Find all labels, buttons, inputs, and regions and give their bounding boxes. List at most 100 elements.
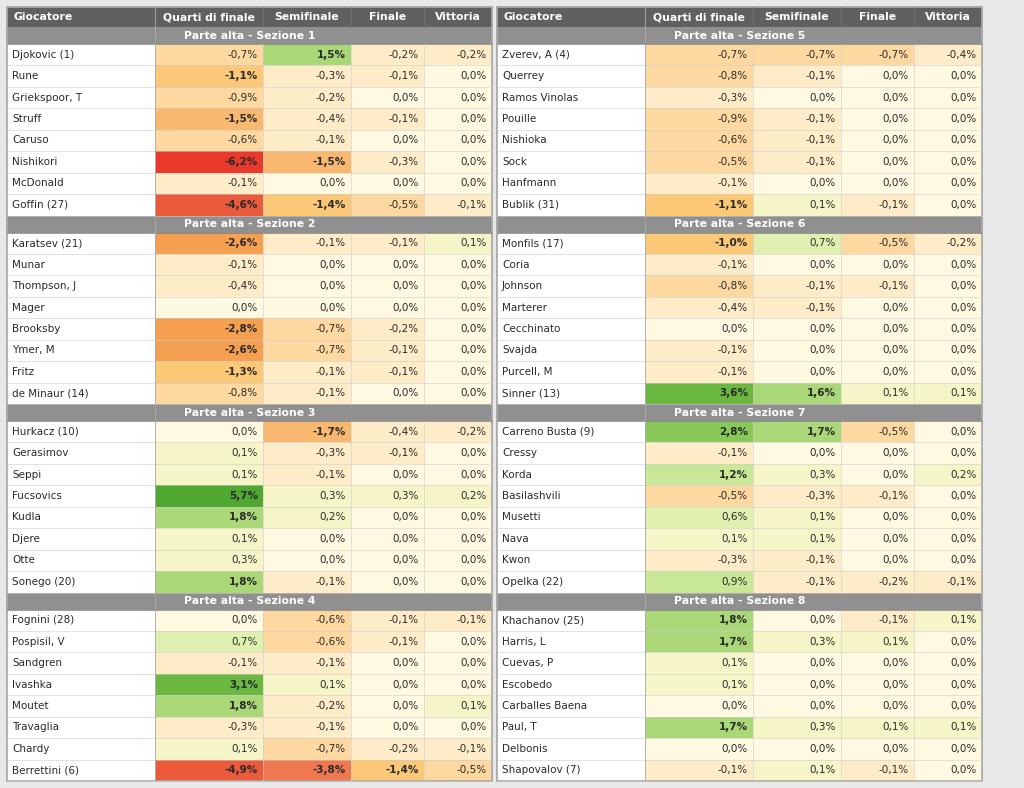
Bar <box>7 215 492 232</box>
Text: 0,1%: 0,1% <box>722 658 748 668</box>
Bar <box>497 232 645 254</box>
Text: 0,1%: 0,1% <box>810 765 836 775</box>
Bar <box>424 254 492 275</box>
Bar <box>914 361 982 382</box>
Text: -0,1%: -0,1% <box>806 577 836 587</box>
Text: 0,1%: 0,1% <box>461 238 487 248</box>
Bar <box>645 44 753 65</box>
Text: Otte: Otte <box>12 556 35 565</box>
Text: 1,8%: 1,8% <box>229 577 258 587</box>
Bar <box>497 485 645 507</box>
Text: 0,0%: 0,0% <box>950 345 977 355</box>
Text: 0,0%: 0,0% <box>883 679 909 690</box>
Text: -0,5%: -0,5% <box>389 200 419 210</box>
Text: 0,0%: 0,0% <box>319 260 346 269</box>
Bar <box>645 297 753 318</box>
Text: -0,2%: -0,2% <box>457 50 487 60</box>
Text: 0,0%: 0,0% <box>883 260 909 269</box>
Text: -0,9%: -0,9% <box>228 93 258 102</box>
Text: 0,7%: 0,7% <box>810 238 836 248</box>
Bar <box>914 87 982 108</box>
Bar <box>497 609 645 631</box>
Text: Parte alta - Sezione 2: Parte alta - Sezione 2 <box>183 219 315 229</box>
Text: Mager: Mager <box>12 303 45 313</box>
Text: 0,0%: 0,0% <box>393 470 419 480</box>
Bar <box>155 254 263 275</box>
Text: 0,0%: 0,0% <box>950 448 977 458</box>
Bar <box>155 151 263 173</box>
Bar <box>7 130 155 151</box>
Text: 0,0%: 0,0% <box>883 744 909 754</box>
Bar <box>263 297 351 318</box>
Bar <box>155 232 263 254</box>
Text: 0,0%: 0,0% <box>393 679 419 690</box>
Bar <box>155 760 263 781</box>
Bar <box>351 760 424 781</box>
Text: -3,8%: -3,8% <box>312 765 346 775</box>
Bar <box>841 7 914 27</box>
Bar <box>155 549 263 571</box>
Bar <box>645 464 753 485</box>
Bar <box>424 151 492 173</box>
Bar <box>263 695 351 717</box>
Bar <box>155 738 263 760</box>
Text: 0,0%: 0,0% <box>231 615 258 625</box>
Bar <box>424 674 492 695</box>
Text: Parte alta - Sezione 8: Parte alta - Sezione 8 <box>674 596 805 606</box>
Bar <box>155 108 263 130</box>
Bar <box>753 464 841 485</box>
Bar <box>753 674 841 695</box>
Bar <box>7 254 155 275</box>
Bar <box>841 738 914 760</box>
Text: Basilashvili: Basilashvili <box>502 491 560 501</box>
Bar <box>424 571 492 593</box>
Bar <box>424 194 492 215</box>
Bar <box>497 652 645 674</box>
Bar <box>263 318 351 340</box>
Text: -0,9%: -0,9% <box>718 114 748 124</box>
Bar <box>7 760 155 781</box>
Text: 0,0%: 0,0% <box>722 701 748 711</box>
Bar <box>424 528 492 549</box>
Bar <box>7 194 155 215</box>
Bar <box>497 464 645 485</box>
Text: Struff: Struff <box>12 114 41 124</box>
Text: 0,1%: 0,1% <box>810 200 836 210</box>
Bar <box>351 275 424 297</box>
Bar <box>497 404 982 421</box>
Text: 0,1%: 0,1% <box>950 388 977 398</box>
Bar <box>155 7 263 27</box>
Text: 0,0%: 0,0% <box>883 178 909 188</box>
Text: Parte alta - Sezione 6: Parte alta - Sezione 6 <box>674 219 805 229</box>
Text: Bublik (31): Bublik (31) <box>502 200 559 210</box>
Bar <box>914 194 982 215</box>
Bar <box>914 571 982 593</box>
Text: -0,1%: -0,1% <box>389 637 419 647</box>
Bar <box>263 549 351 571</box>
Bar <box>7 318 155 340</box>
Text: Finale: Finale <box>369 12 407 22</box>
Bar <box>155 275 263 297</box>
Bar <box>753 571 841 593</box>
Bar <box>155 194 263 215</box>
Text: -0,7%: -0,7% <box>228 50 258 60</box>
Text: 0,0%: 0,0% <box>950 637 977 647</box>
Text: 1,7%: 1,7% <box>807 427 836 437</box>
Text: 0,0%: 0,0% <box>950 701 977 711</box>
Bar <box>7 631 155 652</box>
Text: Caruso: Caruso <box>12 136 48 146</box>
Bar <box>7 695 155 717</box>
Bar <box>841 254 914 275</box>
Text: -2,6%: -2,6% <box>224 345 258 355</box>
Bar <box>424 738 492 760</box>
Text: 0,3%: 0,3% <box>810 723 836 732</box>
Bar <box>497 275 645 297</box>
Bar <box>497 27 982 44</box>
Text: Khachanov (25): Khachanov (25) <box>502 615 584 625</box>
Bar <box>497 507 645 528</box>
Text: -0,1%: -0,1% <box>315 388 346 398</box>
Bar <box>263 108 351 130</box>
Bar <box>914 738 982 760</box>
Bar <box>645 318 753 340</box>
Text: 0,0%: 0,0% <box>950 260 977 269</box>
